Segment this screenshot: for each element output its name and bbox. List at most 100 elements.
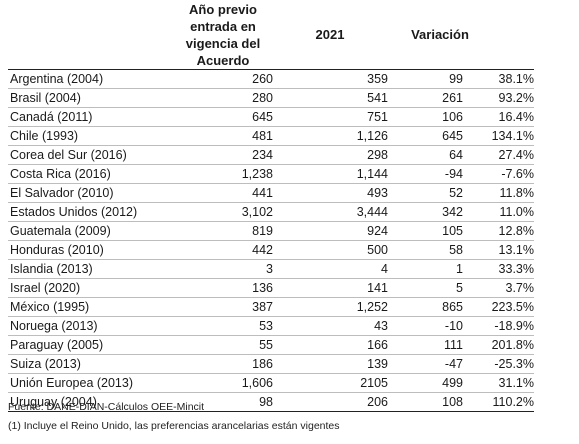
header-line: entrada en [190, 19, 256, 34]
table-row: Argentina (2004) 260 359 99 38.1% [8, 70, 534, 89]
table-header: Año previo entrada en vigencia del Acuer… [0, 0, 579, 70]
country-cell: Paraguay (2005) [10, 338, 104, 352]
value-2021-cell: 166 [367, 338, 388, 352]
variation-absolute-cell: 5 [456, 281, 463, 295]
base-year-cell: 3 [266, 262, 273, 276]
column-header-2021: 2021 [315, 27, 345, 42]
variation-absolute-cell: 106 [442, 110, 463, 124]
variation-percent-cell: -18.9% [494, 319, 534, 333]
value-2021-cell: 206 [367, 395, 388, 409]
variation-absolute-cell: -10 [444, 319, 463, 333]
base-year-cell: 55 [259, 338, 273, 352]
variation-percent-cell: 201.8% [491, 338, 534, 352]
country-cell: Noruega (2013) [10, 319, 98, 333]
base-year-cell: 136 [252, 281, 273, 295]
base-year-cell: 645 [252, 110, 273, 124]
variation-absolute-cell: 99 [449, 72, 463, 86]
base-year-cell: 3,102 [241, 205, 273, 219]
variation-absolute-cell: 1 [456, 262, 463, 276]
variation-absolute-cell: 342 [442, 205, 463, 219]
country-cell: Honduras (2010) [10, 243, 104, 257]
country-cell: Suiza (2013) [10, 357, 81, 371]
table-row: Honduras (2010) 442 500 58 13.1% [8, 241, 534, 260]
value-2021-cell: 4 [381, 262, 388, 276]
table-row: México (1995) 387 1,252 865 223.5% [8, 298, 534, 317]
value-2021-cell: 43 [374, 319, 388, 333]
variation-percent-cell: 31.1% [498, 376, 534, 390]
variation-percent-cell: 11.8% [499, 186, 534, 200]
table-row: Paraguay (2005) 55 166 111 201.8% [8, 336, 534, 355]
country-cell: Unión Europea (2013) [10, 376, 133, 390]
source-note: Fuente: DANE-DIAN-Cálculos OEE-Mincit [8, 401, 205, 413]
base-year-cell: 53 [259, 319, 273, 333]
variation-percent-cell: 93.2% [498, 91, 534, 105]
base-year-cell: 1,238 [241, 167, 273, 181]
variation-percent-cell: 38.1% [498, 72, 534, 86]
value-2021-cell: 298 [367, 148, 388, 162]
country-cell: Uruguay (2004) [10, 395, 97, 409]
table-row: Guatemala (2009) 819 924 105 12.8% [8, 222, 534, 241]
table-row: Canadá (2011) 645 751 106 16.4% [8, 108, 534, 127]
variation-absolute-cell: 261 [442, 91, 463, 105]
country-cell: Israel (2020) [10, 281, 81, 295]
data-table: Argentina (2004) 260 359 99 38.1% Brasil (200… [8, 69, 534, 412]
table-row: Uruguay (2004) 98 206 108 110.2% [8, 393, 534, 412]
country-cell: Estados Unidos (2012) [10, 205, 138, 219]
base-year-cell: 387 [252, 300, 273, 314]
column-header-variation: Variación [411, 27, 469, 42]
variation-absolute-cell: -47 [444, 357, 463, 371]
base-year-cell: 442 [252, 243, 273, 257]
value-2021-cell: 924 [367, 224, 388, 238]
value-2021-cell: 500 [367, 243, 388, 257]
value-2021-cell: 1,126 [356, 129, 388, 143]
variation-percent-cell: 16.4% [498, 110, 534, 124]
variation-percent-cell: 33.3% [498, 262, 534, 276]
variation-percent-cell: 223.5% [491, 300, 534, 314]
variation-absolute-cell: 64 [449, 148, 463, 162]
table-row: Noruega (2013) 53 43 -10 -18.9% [8, 317, 534, 336]
base-year-cell: 441 [252, 186, 273, 200]
country-cell: Canadá (2011) [10, 110, 93, 124]
variation-absolute-cell: 108 [442, 395, 463, 409]
base-year-cell: 819 [252, 224, 273, 238]
country-cell: Costa Rica (2016) [10, 167, 111, 181]
base-year-cell: 186 [252, 357, 273, 371]
table-row: El Salvador (2010) 441 493 52 11.8% [8, 184, 534, 203]
value-2021-cell: 751 [367, 110, 388, 124]
variation-absolute-cell: 52 [449, 186, 463, 200]
variation-absolute-cell: 105 [442, 224, 463, 238]
variation-absolute-cell: 865 [442, 300, 463, 314]
table-row: Unión Europea (2013) 1,606 2105 499 31.1% [8, 374, 534, 393]
country-cell: Corea del Sur (2016) [10, 148, 127, 162]
country-cell: Chile (1993) [10, 129, 79, 143]
value-2021-cell: 139 [367, 357, 388, 371]
variation-percent-cell: -7.6% [501, 167, 534, 181]
table-row: Islandia (2013) 3 4 1 33.3% [8, 260, 534, 279]
country-cell: Islandia (2013) [10, 262, 93, 276]
value-2021-cell: 3,444 [356, 205, 388, 219]
value-2021-cell: 2105 [360, 376, 388, 390]
base-year-cell: 481 [252, 129, 273, 143]
value-2021-cell: 493 [367, 186, 388, 200]
variation-absolute-cell: 499 [442, 376, 463, 390]
table-row: Corea del Sur (2016) 234 298 64 27.4% [8, 146, 534, 165]
country-cell: Guatemala (2009) [10, 224, 111, 238]
variation-absolute-cell: 645 [442, 129, 463, 143]
variation-absolute-cell: 111 [443, 338, 463, 352]
variation-percent-cell: 13.1% [498, 243, 534, 257]
table-row: Brasil (2004) 280 541 261 93.2% [8, 89, 534, 108]
variation-absolute-cell: 58 [449, 243, 463, 257]
country-cell: Argentina (2004) [10, 72, 104, 86]
variation-percent-cell: 12.8% [498, 224, 534, 238]
footnote: (1) Incluye el Reino Unido, las preferen… [8, 420, 340, 432]
variation-percent-cell: 110.2% [492, 395, 534, 409]
header-line: Año previo [189, 2, 257, 17]
variation-percent-cell: 27.4% [498, 148, 534, 162]
variation-percent-cell: 11.0% [499, 205, 534, 219]
table-row: Israel (2020) 136 141 5 3.7% [8, 279, 534, 298]
base-year-cell: 98 [259, 395, 273, 409]
table-row: Costa Rica (2016) 1,238 1,144 -94 -7.6% [8, 165, 534, 184]
table-row: Estados Unidos (2012) 3,102 3,444 342 11.0% [8, 203, 534, 222]
variation-percent-cell: -25.3% [494, 357, 534, 371]
country-cell: México (1995) [10, 300, 90, 314]
